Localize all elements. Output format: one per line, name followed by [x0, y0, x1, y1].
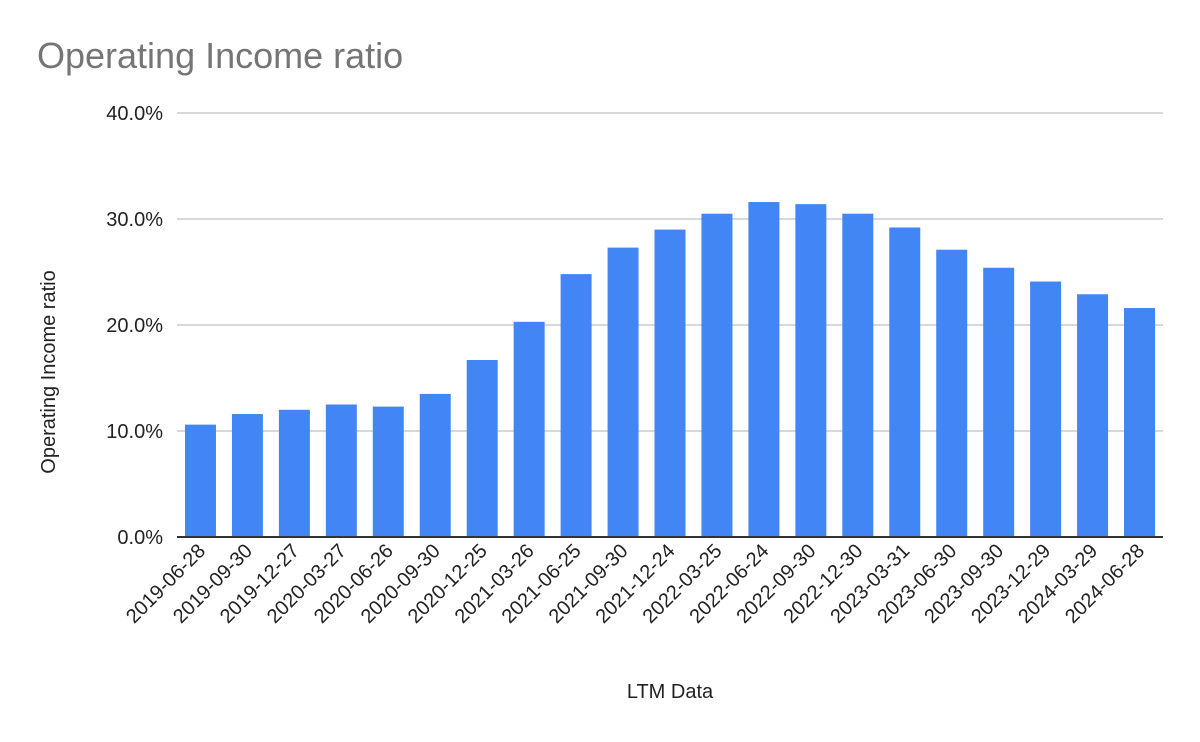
- y-tick-label: 0.0%: [117, 527, 163, 549]
- y-tick-label: 30.0%: [106, 209, 163, 231]
- y-axis-label: Operating Income ratio: [38, 270, 60, 473]
- bar: [1124, 308, 1156, 537]
- bar: [372, 406, 404, 537]
- bar: [701, 213, 733, 537]
- bar: [748, 202, 780, 538]
- y-tick-label: 20.0%: [106, 315, 163, 337]
- bar: [654, 229, 686, 537]
- bar: [842, 213, 874, 537]
- bar: [560, 274, 592, 537]
- bar: [1077, 294, 1109, 537]
- x-tick-labels: 2019-06-282019-09-302019-12-272020-03-27…: [122, 540, 1149, 628]
- bar: [513, 321, 545, 537]
- bars: [184, 202, 1156, 538]
- bar: [278, 409, 310, 537]
- y-tick-labels: 0.0% 10.0% 20.0% 30.0% 40.0%: [106, 103, 163, 549]
- bar: [936, 249, 968, 538]
- bar: [983, 267, 1015, 537]
- chart-title: Operating Income ratio: [37, 35, 403, 76]
- bar: [1030, 281, 1062, 537]
- bar: [419, 393, 451, 537]
- bar: [795, 204, 827, 537]
- bar: [325, 404, 357, 537]
- y-tick-label: 40.0%: [106, 103, 163, 125]
- bar: [231, 414, 263, 537]
- bar: [607, 247, 639, 537]
- bar: [889, 227, 921, 538]
- bar: [466, 359, 498, 537]
- bar: [184, 424, 216, 537]
- x-axis-label: LTM Data: [627, 681, 714, 703]
- y-tick-label: 10.0%: [106, 421, 163, 443]
